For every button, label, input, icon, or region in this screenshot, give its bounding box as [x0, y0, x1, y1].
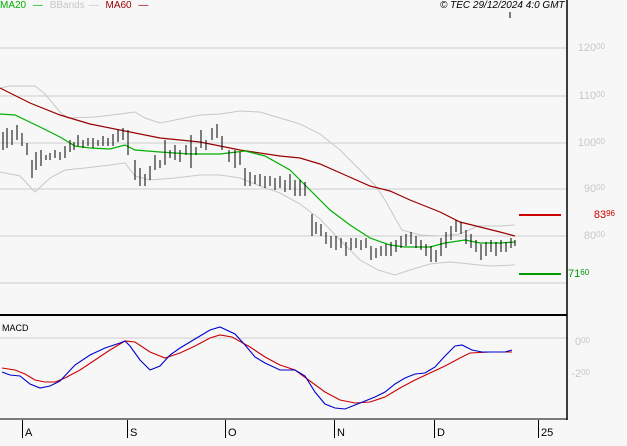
macd-title: MACD: [2, 323, 29, 333]
macd-label-zero: 000: [574, 336, 590, 348]
x-label-2025: 25: [538, 420, 553, 439]
support-label: 7160: [568, 268, 590, 280]
price-label: 11000: [578, 90, 605, 102]
ma60-line: [0, 87, 516, 237]
legend-bbands: BBands —: [49, 0, 99, 11]
x-label-dec: D: [434, 420, 445, 439]
x-label-sep: S: [127, 420, 137, 439]
price-gridlines: [0, 47, 567, 339]
resistance-label: 8396: [593, 209, 615, 221]
price-label: 9000: [583, 183, 605, 195]
bollinger-bands: [0, 85, 516, 276]
macd-line: [1, 326, 513, 410]
ma20-line: [0, 113, 516, 248]
legend-ma60: MA60 —: [105, 0, 149, 11]
legend-ma20: MA20 —: [0, 0, 43, 11]
macd-label-minus200: -200: [571, 368, 590, 380]
price-bars: [2, 124, 516, 262]
macd-signal-line: [1, 334, 512, 404]
x-label-nov: N: [334, 420, 345, 439]
price-label: 10000: [577, 137, 605, 149]
price-label: 8000: [583, 230, 605, 242]
copyright-timestamp: © TEC 29/12/2024 4:0 GMT: [440, 0, 565, 11]
price-label: 12000: [577, 42, 605, 54]
x-label-aug: A: [22, 420, 32, 439]
chart-legend: MA20 — BBands — MA60 —: [0, 0, 152, 12]
x-label-oct: O: [225, 420, 237, 439]
